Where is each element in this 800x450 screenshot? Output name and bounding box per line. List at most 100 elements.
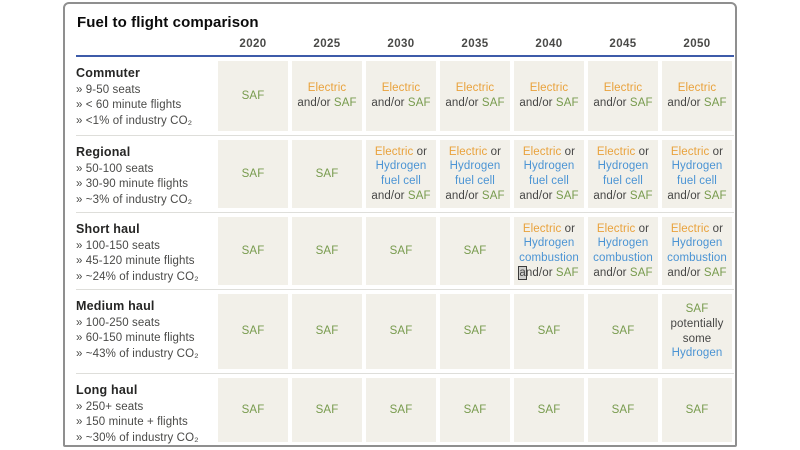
- fuel-cell-line: and/or SAF: [445, 96, 504, 111]
- fuel-name-hydrogen: fuel cell: [677, 175, 717, 187]
- fuel-name-saf: SAF: [463, 403, 487, 416]
- fuel-name-saf: SAF: [407, 189, 431, 202]
- fuel-name-saf: SAF: [537, 403, 561, 416]
- fuel-cell-line: Electric or: [671, 145, 723, 160]
- fuel-name-saf: SAF: [315, 403, 339, 416]
- fuel-cell-commuter-2040: Electric and/or SAF: [514, 61, 584, 131]
- category-detail: » 100-250 seats: [76, 317, 160, 329]
- fuel-cell-regional-2045: Electric or Hydrogen fuel cell and/or SAF: [588, 140, 658, 208]
- fuel-cell-line: and/or SAF: [445, 189, 504, 204]
- fuel-cell-long-haul-2035: SAF: [440, 378, 510, 443]
- fuel-cell-line: some: [683, 332, 712, 347]
- page-title: Fuel to flight comparison: [77, 14, 259, 31]
- fuel-name-saf: SAF: [611, 325, 635, 338]
- table-body: Commuter » 9-50 seats » < 60 minute flight…: [76, 57, 734, 444]
- fuel-cell-line: Electric or: [523, 145, 575, 160]
- category-detail: » 30-90 minute flights: [76, 178, 189, 191]
- fuel-connector-text: and/or: [667, 189, 704, 202]
- fuel-name-saf: SAF: [241, 325, 265, 338]
- column-header-2050: 2050: [683, 38, 711, 50]
- fuel-name-saf: SAF: [463, 325, 487, 338]
- fuel-cell-line: combustion: [593, 251, 653, 266]
- fuel-name-hydrogen: Hydrogen: [449, 160, 501, 173]
- fuel-connector-text: or: [413, 145, 428, 158]
- fuel-cell-line: SAF: [686, 302, 709, 317]
- fuel-connector-text: or: [709, 222, 724, 235]
- fuel-name-saf: SAF: [241, 403, 265, 416]
- fuel-connector-text: and/or: [445, 97, 482, 109]
- table-header-row: 2020 2025 2030 2035 2040 2045 2050: [76, 36, 734, 57]
- fuel-cell-line: SAF: [316, 324, 339, 339]
- fuel-cell-line: Hydrogen: [598, 236, 649, 251]
- fuel-cell-long-haul-2045: SAF: [588, 378, 658, 443]
- fuel-cell-line: SAF: [464, 244, 487, 259]
- fuel-name-saf: SAF: [611, 403, 635, 416]
- fuel-name-hydrogen: combustion: [667, 252, 727, 264]
- fuel-cell-line: and/or SAF: [371, 189, 430, 204]
- fuel-cell-long-haul-2040: SAF: [514, 378, 584, 443]
- fuel-cell-line: Electric: [678, 81, 717, 96]
- fuel-name-electric: Electric: [596, 222, 636, 235]
- fuel-cell-line: SAF: [538, 324, 561, 339]
- fuel-cell-line: and/or SAF: [371, 96, 430, 111]
- fuel-cell-line: SAF: [464, 403, 487, 418]
- fuel-cell-line: SAF: [612, 324, 635, 339]
- fuel-name-saf: SAF: [555, 189, 579, 202]
- fuel-cell-line: Hydrogen: [672, 346, 723, 361]
- fuel-cell-line: Hydrogen: [672, 159, 723, 174]
- fuel-name-saf: SAF: [703, 97, 727, 109]
- fuel-cell-line: and/or SAF: [297, 96, 356, 111]
- fuel-cell-short-haul-2040: Electric or Hydrogen combustion and/or SAF: [514, 217, 584, 285]
- fuel-name-saf: SAF: [333, 97, 357, 109]
- fuel-connector-text: nd/or: [525, 266, 556, 279]
- fuel-cell-long-haul-2025: SAF: [292, 378, 362, 443]
- fuel-cell-line: Hydrogen: [598, 159, 649, 174]
- fuel-cell-line: SAF: [242, 89, 265, 104]
- fuel-cell-line: SAF: [316, 403, 339, 418]
- fuel-name-electric: Electric: [677, 82, 717, 95]
- fuel-name-hydrogen: combustion: [519, 252, 579, 264]
- category-detail: » ~3% of industry CO₂: [76, 193, 193, 206]
- fuel-cell-line: SAF: [242, 244, 265, 259]
- fuel-cell-line: combustion: [667, 251, 727, 266]
- fuel-connector-text: some: [682, 332, 712, 345]
- row-label-short-haul: Short haul » 100-150 seats » 45-120 minute…: [76, 213, 216, 289]
- fuel-connector-text: or: [635, 145, 650, 158]
- fuel-name-electric: Electric: [596, 145, 636, 158]
- fuel-name-electric: Electric: [522, 222, 562, 235]
- category-name: Medium haul: [76, 299, 155, 313]
- column-header-2030: 2030: [387, 38, 415, 50]
- fuel-cell-medium-haul-2025: SAF: [292, 294, 362, 369]
- fuel-name-electric: Electric: [307, 82, 347, 95]
- fuel-cell-line: SAF: [464, 324, 487, 339]
- category-detail: » 50-100 seats: [76, 163, 154, 175]
- category-detail: » 250+ seats: [76, 401, 144, 413]
- fuel-name-saf: SAF: [315, 167, 339, 180]
- fuel-cell-line: combustion: [519, 251, 579, 266]
- fuel-cell-commuter-2025: Electric and/or SAF: [292, 61, 362, 131]
- fuel-cell-medium-haul-2040: SAF: [514, 294, 584, 369]
- fuel-name-saf: SAF: [389, 325, 413, 338]
- fuel-cell-long-haul-2050: SAF: [662, 378, 732, 443]
- fuel-name-saf: SAF: [555, 266, 579, 279]
- fuel-connector-text: and/or: [297, 97, 334, 109]
- category-name: Commuter: [76, 66, 141, 80]
- fuel-cell-line: Electric: [308, 81, 347, 96]
- table-row-long-haul: Long haul » 250+ seats » 150 minute + flig…: [76, 374, 734, 444]
- fuel-name-saf: SAF: [481, 97, 505, 109]
- fuel-cell-commuter-2035: Electric and/or SAF: [440, 61, 510, 131]
- fuel-cell-line: Electric: [382, 81, 421, 96]
- fuel-cell-line: Hydrogen: [524, 159, 575, 174]
- fuel-cell-line: Electric: [604, 81, 643, 96]
- fuel-cell-line: fuel cell: [455, 174, 495, 189]
- fuel-cell-line: and/or SAF: [593, 266, 652, 281]
- fuel-cell-line: Electric or: [375, 145, 427, 160]
- fuel-cell-line: Hydrogen: [524, 236, 575, 251]
- fuel-name-hydrogen: Hydrogen: [671, 347, 723, 360]
- row-label-long-haul: Long haul » 250+ seats » 150 minute + flig…: [76, 374, 216, 445]
- fuel-cell-medium-haul-2050: SAF potentially some Hydrogen: [662, 294, 732, 369]
- fuel-name-saf: SAF: [463, 244, 487, 257]
- fuel-connector-text: and/or: [371, 97, 408, 109]
- fuel-cell-short-haul-2030: SAF: [366, 217, 436, 285]
- column-header-2025: 2025: [313, 38, 341, 50]
